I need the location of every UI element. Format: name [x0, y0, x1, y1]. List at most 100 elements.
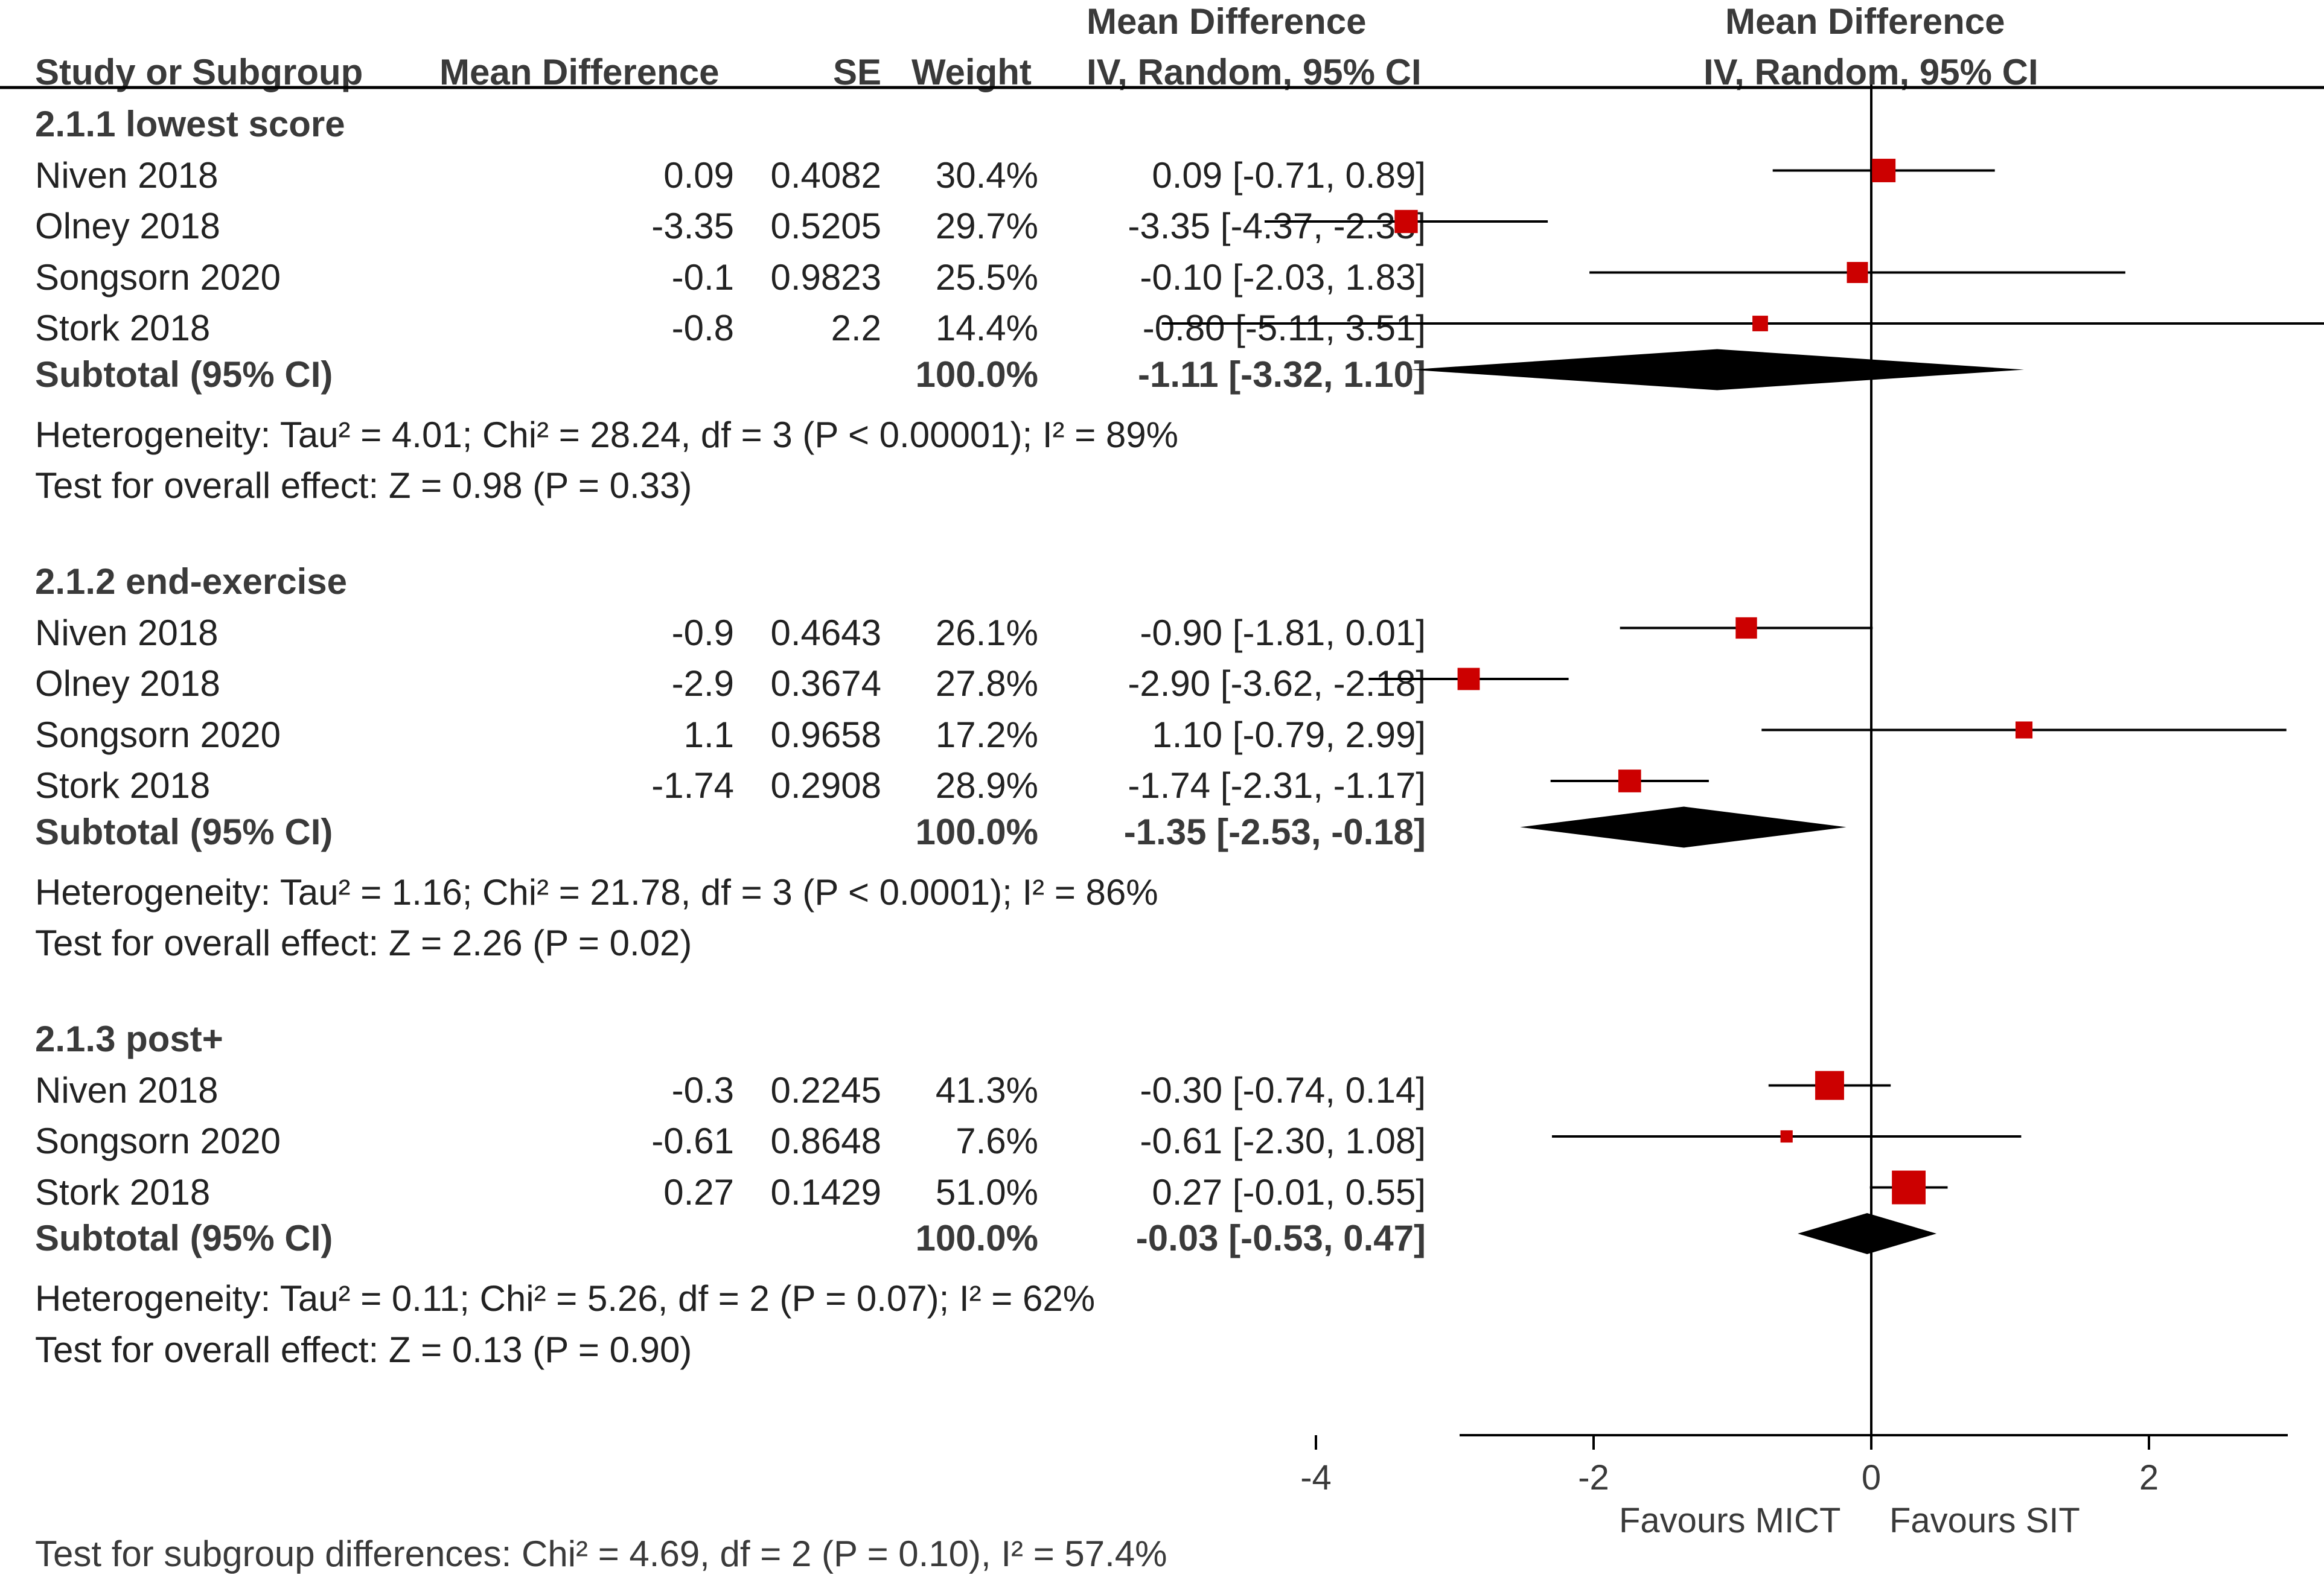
- subtotal-ci: -1.35 [-2.53, -0.18]: [1123, 811, 1426, 852]
- study-mean-difference: -0.3: [671, 1069, 734, 1110]
- study-name: Olney 2018: [35, 206, 220, 246]
- study-ci: -0.90 [-1.81, 0.01]: [1140, 612, 1426, 653]
- study-se: 0.2908: [770, 765, 881, 806]
- x-tick-label: -2: [1578, 1458, 1609, 1497]
- heterogeneity-text: Heterogeneity: Tau² = 4.01; Chi² = 28.24…: [35, 414, 1178, 455]
- study-se: 0.3674: [770, 663, 881, 704]
- overall-effect-text: Test for overall effect: Z = 0.13 (P = 0…: [35, 1329, 692, 1370]
- x-tick-label: 0: [1862, 1458, 1881, 1497]
- study-marker: [1735, 617, 1757, 639]
- study-mean-difference: -0.8: [671, 308, 734, 348]
- study-weight: 27.8%: [935, 663, 1038, 704]
- study-se: 0.4082: [770, 155, 881, 196]
- study-ci: -0.10 [-2.03, 1.83]: [1140, 256, 1426, 298]
- study-se: 0.1429: [770, 1171, 881, 1212]
- study-weight: 41.3%: [935, 1069, 1038, 1110]
- study-name: Songsorn 2020: [35, 256, 281, 298]
- study-se: 0.9658: [770, 714, 881, 755]
- study-ci: -2.90 [-3.62, -2.18]: [1128, 663, 1426, 704]
- study-se: 0.2245: [770, 1069, 881, 1110]
- study-weight: 14.4%: [935, 308, 1038, 348]
- overall-effect-text: Test for overall effect: Z = 0.98 (P = 0…: [35, 465, 692, 506]
- study-marker: [1752, 316, 1768, 331]
- study-mean-difference: -0.61: [651, 1121, 734, 1161]
- study-name: Niven 2018: [35, 612, 219, 653]
- heterogeneity-text: Heterogeneity: Tau² = 0.11; Chi² = 5.26,…: [35, 1278, 1096, 1319]
- study-marker: [1457, 668, 1480, 690]
- study-ci: 0.27 [-0.01, 0.55]: [1152, 1171, 1426, 1212]
- study-weight: 29.7%: [935, 206, 1038, 246]
- study-mean-difference: 0.27: [663, 1171, 734, 1212]
- study-ci: -0.80 [-5.11, 3.51]: [1142, 308, 1426, 348]
- x-tick-label: 2: [2139, 1458, 2159, 1497]
- study-name: Olney 2018: [35, 663, 220, 704]
- study-column-header: Study or Subgroup: [35, 52, 363, 92]
- subgroup-title: 2.1.2 end-exercise: [35, 561, 348, 602]
- favours-left-label: Favours MICT: [1619, 1501, 1841, 1540]
- study-ci: -0.61 [-2.30, 1.08]: [1140, 1121, 1426, 1161]
- subtotal-ci: -0.03 [-0.53, 0.47]: [1135, 1218, 1426, 1258]
- study-ci: 1.10 [-0.79, 2.99]: [1152, 714, 1426, 755]
- plot-column-title: Mean Difference: [1725, 1, 2005, 42]
- study-se: 0.5205: [770, 206, 881, 246]
- study-marker: [1892, 1170, 1926, 1205]
- study-marker: [1618, 769, 1641, 792]
- subtotal-diamond: [1410, 349, 2024, 390]
- study-marker: [1872, 159, 1896, 182]
- study-mean-difference: -2.9: [671, 663, 734, 704]
- study-name: Songsorn 2020: [35, 1121, 281, 1161]
- study-weight: 25.5%: [935, 256, 1038, 298]
- study-ci: -3.35 [-4.37, -2.33]: [1128, 206, 1426, 246]
- subgroup-title: 2.1.3 post+: [35, 1019, 223, 1059]
- subtotal-label: Subtotal (95% CI): [35, 1218, 333, 1258]
- study-name: Stork 2018: [35, 765, 211, 806]
- study-name: Niven 2018: [35, 155, 219, 196]
- study-weight: 28.9%: [935, 765, 1038, 806]
- subtotal-weight: 100.0%: [915, 1218, 1039, 1258]
- study-marker: [1394, 209, 1418, 234]
- study-mean-difference: -0.1: [671, 256, 734, 298]
- subtotal-weight: 100.0%: [915, 354, 1039, 395]
- md-ci-column-title: Mean Difference: [1087, 1, 1367, 42]
- study-mean-difference: 0.09: [663, 155, 734, 196]
- subgroup-title: 2.1.1 lowest score: [35, 104, 345, 144]
- study-name: Stork 2018: [35, 1171, 211, 1212]
- favours-right-label: Favours SIT: [1889, 1501, 2080, 1540]
- study-name: Stork 2018: [35, 308, 211, 348]
- subtotal-diamond: [1798, 1213, 1937, 1254]
- study-mean-difference: -0.9: [671, 612, 734, 653]
- study-ci: -1.74 [-2.31, -1.17]: [1128, 765, 1426, 806]
- study-mean-difference: 1.1: [683, 714, 734, 755]
- study-name: Niven 2018: [35, 1069, 219, 1110]
- study-marker: [1780, 1130, 1793, 1143]
- heterogeneity-text: Heterogeneity: Tau² = 1.16; Chi² = 21.78…: [35, 871, 1158, 913]
- study-mean-difference: -1.74: [651, 765, 734, 806]
- subtotal-ci: -1.11 [-3.32, 1.10]: [1138, 354, 1426, 395]
- study-ci: 0.09 [-0.71, 0.89]: [1152, 155, 1426, 196]
- study-weight: 51.0%: [935, 1171, 1038, 1212]
- study-marker: [1847, 262, 1868, 283]
- subgroup-differences-test: Test for subgroup differences: Chi² = 4.…: [35, 1534, 1167, 1574]
- study-se: 0.4643: [770, 612, 881, 653]
- study-se: 0.8648: [770, 1121, 881, 1161]
- study-name: Songsorn 2020: [35, 714, 281, 755]
- study-mean-difference: -3.35: [651, 206, 734, 246]
- se-column-header: SE: [832, 52, 881, 92]
- md-ci-method-header: IV, Random, 95% CI: [1087, 52, 1422, 92]
- subtotal-label: Subtotal (95% CI): [35, 354, 333, 395]
- study-ci: -0.30 [-0.74, 0.14]: [1140, 1069, 1426, 1110]
- study-se: 2.2: [831, 308, 881, 348]
- study-weight: 26.1%: [935, 612, 1038, 653]
- study-marker: [1815, 1071, 1844, 1100]
- overall-effect-text: Test for overall effect: Z = 2.26 (P = 0…: [35, 923, 692, 963]
- plot-method-header: IV, Random, 95% CI: [1703, 52, 2038, 92]
- subtotal-diamond: [1520, 806, 1847, 848]
- mean-difference-column-header: Mean Difference: [439, 52, 720, 92]
- x-tick-label: -4: [1300, 1458, 1332, 1497]
- study-se: 0.9823: [770, 256, 881, 298]
- subtotal-weight: 100.0%: [915, 811, 1039, 852]
- study-marker: [2015, 721, 2033, 739]
- study-weight: 17.2%: [935, 714, 1038, 755]
- study-weight: 7.6%: [956, 1121, 1038, 1161]
